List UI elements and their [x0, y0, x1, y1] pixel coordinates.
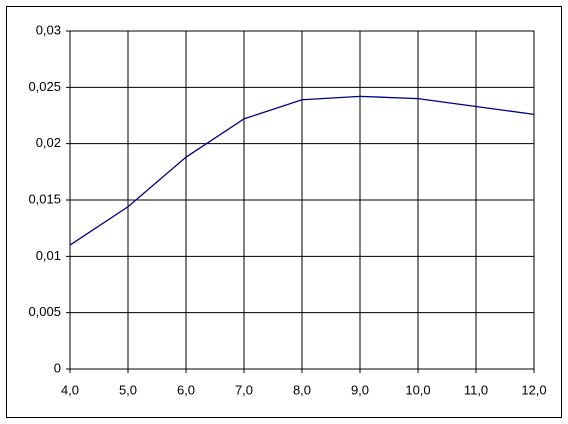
x-tick-label: 4,0	[61, 382, 79, 397]
chart-border	[6, 6, 562, 418]
x-tick-label: 12,0	[521, 382, 546, 397]
y-tick-label: 0,005	[28, 304, 61, 319]
x-tick-label: 9,0	[351, 382, 369, 397]
y-tick-label: 0,03	[36, 22, 61, 37]
x-tick-label: 10,0	[405, 382, 430, 397]
y-tick-label: 0,01	[36, 248, 61, 263]
plot-area	[69, 30, 535, 370]
line-series	[69, 95, 535, 246]
x-tick-label: 11,0	[464, 382, 488, 397]
y-tick-label: 0,02	[36, 135, 61, 150]
y-tick-label: 0,025	[28, 79, 61, 94]
x-tick-label: 8,0	[293, 382, 311, 397]
x-tick-label: 5,0	[119, 382, 137, 397]
x-tick-label: 7,0	[235, 382, 253, 397]
y-tick-label: 0	[54, 360, 61, 375]
y-tick-label: 0,015	[28, 191, 61, 206]
x-tick-label: 6,0	[177, 382, 195, 397]
